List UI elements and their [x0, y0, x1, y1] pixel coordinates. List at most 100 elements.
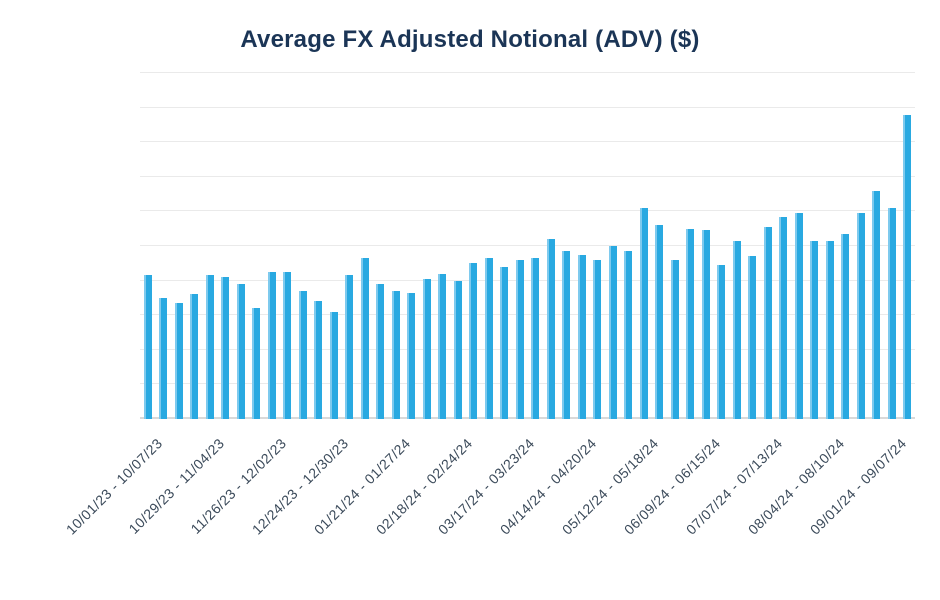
bar — [779, 216, 788, 419]
plot-area — [140, 72, 915, 419]
bar — [794, 213, 803, 419]
bar — [546, 239, 555, 419]
bar-slot — [714, 73, 730, 419]
bar — [872, 190, 881, 419]
grid-line — [140, 245, 915, 246]
bar — [174, 303, 183, 419]
bar — [407, 292, 416, 419]
bar — [159, 297, 168, 419]
bar-slot — [822, 73, 838, 419]
bar-slot — [233, 73, 249, 419]
bar — [391, 290, 400, 419]
bar-slot — [900, 73, 916, 419]
bar — [515, 259, 524, 419]
bar-slot — [636, 73, 652, 419]
bar — [329, 311, 338, 419]
bar — [608, 246, 617, 419]
bar — [438, 273, 447, 419]
x-axis-line — [140, 417, 915, 419]
bar-slot — [807, 73, 823, 419]
bar — [856, 213, 865, 419]
grid-line — [140, 314, 915, 316]
bar — [903, 114, 912, 419]
bar-slot — [140, 73, 156, 419]
bar — [748, 256, 757, 419]
bar — [376, 284, 385, 419]
bar — [593, 259, 602, 419]
bar — [267, 271, 276, 419]
bar — [732, 240, 741, 419]
bar-slot — [853, 73, 869, 419]
grid-line — [140, 383, 915, 385]
bar-slot — [745, 73, 761, 419]
bar-slot — [776, 73, 792, 419]
grid-line — [140, 106, 915, 108]
bar-slot — [404, 73, 420, 419]
bar-slot — [838, 73, 854, 419]
bar-slot — [512, 73, 528, 419]
bar-slot — [218, 73, 234, 419]
bar-slot — [326, 73, 342, 419]
bar — [221, 277, 230, 419]
bar — [205, 275, 214, 419]
bar-slot — [156, 73, 172, 419]
bar-slot — [419, 73, 435, 419]
bar-slot — [729, 73, 745, 419]
bar — [422, 278, 431, 419]
bar-slot — [683, 73, 699, 419]
bar-slot — [342, 73, 358, 419]
grid-line — [140, 279, 915, 281]
bar — [841, 233, 850, 419]
bar-slot — [605, 73, 621, 419]
bar — [639, 207, 648, 419]
bar — [531, 258, 540, 419]
bar-slot — [435, 73, 451, 419]
grid-line — [140, 141, 915, 143]
bar — [655, 225, 664, 419]
bars-layer — [140, 73, 915, 419]
grid-line — [140, 210, 915, 212]
grid-line — [140, 72, 915, 73]
bar — [717, 265, 726, 419]
gridlines-layer — [140, 72, 915, 419]
chart-title: Average FX Adjusted Notional (ADV) ($) — [240, 26, 700, 53]
bar — [500, 266, 509, 419]
bar-slot — [590, 73, 606, 419]
bar — [236, 284, 245, 419]
bar-slot — [698, 73, 714, 419]
bar — [825, 240, 834, 419]
bar-slot — [791, 73, 807, 419]
bar — [360, 258, 369, 419]
bar-slot — [884, 73, 900, 419]
bar-slot — [543, 73, 559, 419]
bar-slot — [450, 73, 466, 419]
bar-slot — [264, 73, 280, 419]
bar — [624, 251, 633, 419]
bar — [345, 275, 354, 419]
bar — [298, 290, 307, 419]
bar — [577, 254, 586, 419]
bar — [484, 258, 493, 419]
bar-slot — [357, 73, 373, 419]
bar-slot — [388, 73, 404, 419]
bar — [701, 230, 710, 419]
bar-slot — [574, 73, 590, 419]
bar — [143, 275, 152, 419]
bar — [453, 280, 462, 419]
bar-slot — [869, 73, 885, 419]
bar — [887, 207, 896, 419]
bar — [190, 294, 199, 419]
bar-slot — [652, 73, 668, 419]
bar — [670, 259, 679, 419]
bar — [252, 308, 261, 419]
bar — [469, 263, 478, 419]
grid-line — [140, 348, 915, 350]
bar-slot — [373, 73, 389, 419]
bar-slot — [760, 73, 776, 419]
bar-slot — [528, 73, 544, 419]
bar-slot — [466, 73, 482, 419]
bar — [810, 240, 819, 419]
bar-slot — [295, 73, 311, 419]
bar — [562, 251, 571, 419]
